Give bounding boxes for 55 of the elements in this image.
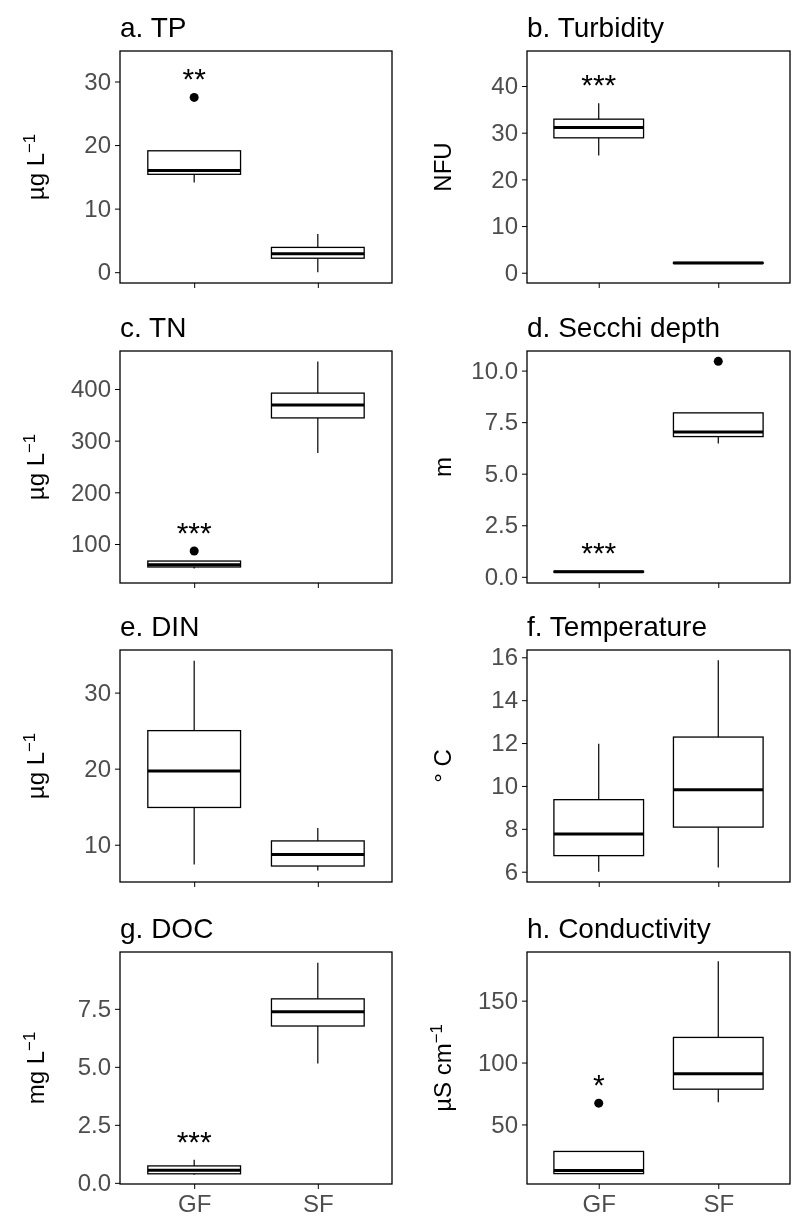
- y-tick-label: 0.0: [77, 1169, 111, 1197]
- x-tick-label: GF: [582, 1190, 616, 1218]
- y-tick-label: 10: [491, 772, 518, 800]
- y-tick-label: 12: [491, 729, 518, 757]
- chart-title: e. DIN: [120, 611, 200, 642]
- y-axis-title: m: [429, 457, 456, 477]
- y-tick-label: 7.5: [484, 408, 518, 436]
- y-tick-label: 30: [84, 67, 111, 95]
- y-tick-label: 2.5: [484, 511, 518, 539]
- annotation: ***: [581, 68, 617, 102]
- y-tick-label: 40: [491, 72, 518, 100]
- y-tick-label: 100: [70, 530, 111, 558]
- y-tick-label: 10: [491, 212, 518, 240]
- y-tick-label: 10.0: [471, 356, 518, 384]
- y-tick-label: 0: [97, 258, 111, 286]
- chart-title: a. TP: [120, 12, 187, 43]
- y-tick-label: 100: [477, 1048, 518, 1076]
- x-tick-label: SF: [703, 1190, 735, 1218]
- chart-title: f. Temperature: [527, 611, 708, 642]
- annotation: *: [592, 1068, 605, 1102]
- y-tick-label: 20: [491, 165, 518, 193]
- y-tick-label: 14: [491, 686, 518, 714]
- y-tick-label: 2.5: [77, 1111, 111, 1139]
- y-tick-label: 20: [84, 131, 111, 159]
- y-tick-label: 400: [70, 375, 111, 403]
- y-tick-label: 10: [84, 830, 111, 858]
- y-tick-label: 150: [477, 986, 518, 1014]
- y-tick-label: 200: [70, 478, 111, 506]
- x-tick-label: SF: [302, 1190, 334, 1218]
- y-tick-label: 0.0: [484, 562, 518, 590]
- chart-title: b. Turbidity: [527, 12, 664, 43]
- y-tick-label: 6: [504, 857, 518, 885]
- annotation: ***: [176, 515, 213, 549]
- annotation: **: [182, 62, 207, 96]
- y-axis-title: NFU: [429, 142, 456, 192]
- annotation: ***: [581, 536, 617, 570]
- chart-title: d. Secchi depth: [527, 312, 721, 343]
- y-tick-label: 300: [70, 426, 111, 454]
- chart-title: h. Conductivity: [527, 913, 711, 944]
- y-tick-label: 7.5: [77, 995, 111, 1023]
- chart-title: c. TN: [120, 312, 187, 343]
- annotation: ***: [176, 1124, 213, 1158]
- chart-title: g. DOC: [120, 913, 214, 944]
- y-tick-label: 50: [491, 1110, 518, 1138]
- y-tick-label: 0: [504, 258, 518, 286]
- y-axis-title: ° C: [429, 749, 456, 783]
- y-tick-label: 30: [491, 118, 518, 146]
- y-tick-label: 16: [491, 643, 518, 671]
- y-tick-label: 10: [84, 194, 111, 222]
- y-tick-label: 5.0: [484, 459, 518, 487]
- y-tick-label: 8: [504, 815, 518, 842]
- y-tick-label: 20: [84, 754, 111, 782]
- x-tick-label: GF: [178, 1190, 212, 1218]
- y-tick-label: 30: [84, 678, 111, 706]
- y-tick-label: 5.0: [77, 1053, 111, 1081]
